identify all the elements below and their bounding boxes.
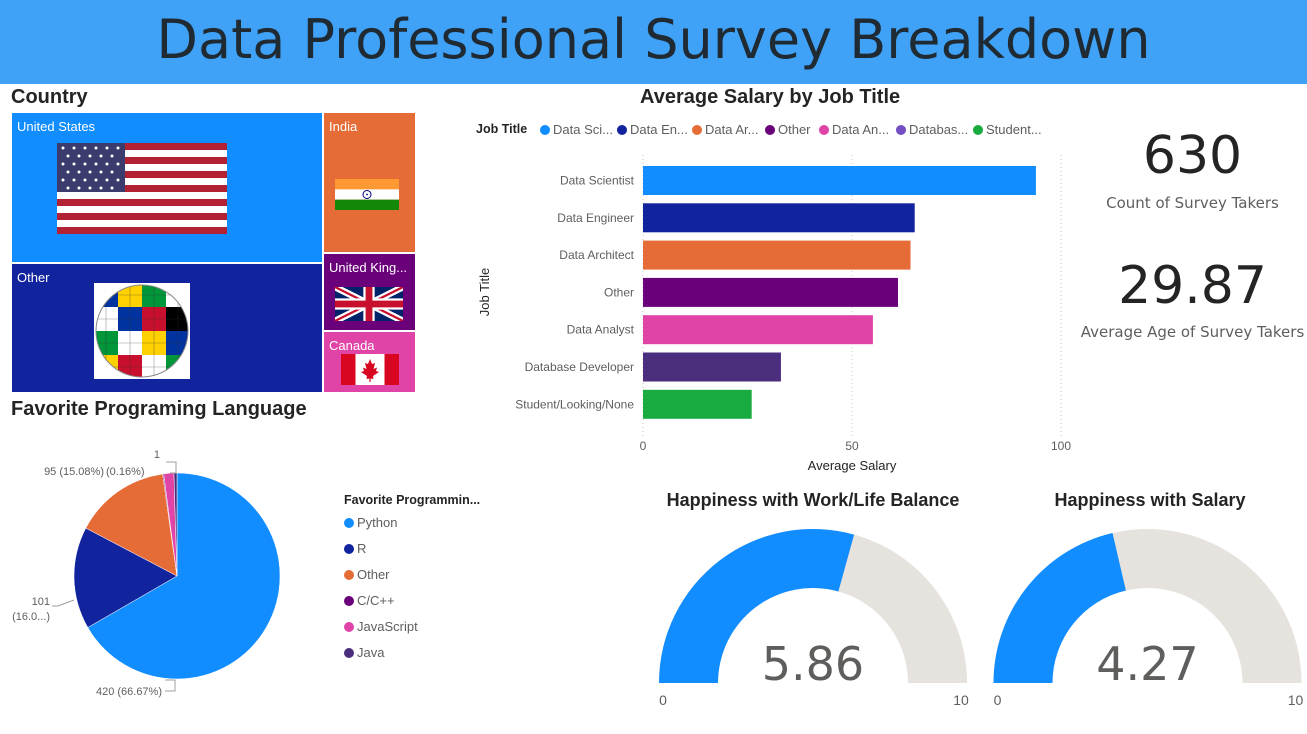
gauge-max-label: 10 <box>953 692 969 708</box>
gauge-fill <box>993 533 1126 683</box>
bar <box>643 203 915 233</box>
age-kpi-label: Average Age of Survey Takers <box>1080 323 1305 341</box>
pie-legend-item-java[interactable]: Java <box>344 645 384 660</box>
bar <box>643 277 898 307</box>
country-treemap: United States Other <box>11 112 416 393</box>
bar <box>643 166 1036 195</box>
bar <box>643 315 873 345</box>
pie-slice <box>85 473 178 577</box>
legend-dot-icon <box>896 125 906 135</box>
gauge-max-label: 10 <box>1288 692 1304 708</box>
tile-label: United King... <box>329 260 408 275</box>
legend-item-student[interactable]: Student... <box>973 122 1042 137</box>
leader-line <box>165 679 176 692</box>
canada-flag-icon <box>341 354 399 385</box>
pie-legend-item-python[interactable]: Python <box>344 515 397 530</box>
legend-dot-icon <box>344 570 354 580</box>
pie-chart-title: Favorite Programing Language <box>11 398 307 420</box>
pie-data-label: 101 <box>32 596 50 608</box>
count-kpi-label: Count of Survey Takers <box>1106 194 1279 212</box>
salary-bar-chart: 0 50 100 Data Scientist Data Engineer Data Ar… <box>477 155 1071 473</box>
tile-label: India <box>329 119 358 134</box>
legend-dot-icon <box>540 125 550 135</box>
y-tick-label: Student/Looking/None <box>515 397 634 411</box>
y-tick-label: Data Scientist <box>560 174 635 188</box>
y-axis-title: Job Title <box>477 268 492 316</box>
tile-label: Other <box>17 270 50 285</box>
legend-title: Job Title <box>476 122 528 136</box>
y-tick-label: Data Analyst <box>567 323 635 337</box>
legend-dot-icon <box>617 125 627 135</box>
pie-slice <box>87 472 281 680</box>
tile-label: Canada <box>329 338 375 353</box>
pie-data-label: (0.16%) <box>106 466 145 478</box>
legend-item-data-analyst[interactable]: Data An... <box>819 122 889 137</box>
x-axis-title: Average Salary <box>808 458 897 473</box>
pie-data-label: (16.0...) <box>12 611 50 623</box>
country-title: Country <box>11 86 88 108</box>
y-tick-label: Data Engineer <box>557 211 634 225</box>
us-flag-icon <box>57 143 227 234</box>
gauge-min-label: 0 <box>994 692 1002 708</box>
pie-data-label: 420 (66.67%) <box>96 686 162 698</box>
age-kpi-value: 29.87 <box>1118 256 1267 316</box>
gauge-work-life: 5.86 0 10 <box>659 529 969 708</box>
legend-dot-icon <box>344 622 354 632</box>
gauge-value: 5.86 <box>762 637 864 691</box>
legend-dot-icon <box>344 518 354 528</box>
y-tick-label: Database Developer <box>525 360 634 374</box>
pie-data-label: 1 <box>154 449 160 461</box>
count-kpi-value: 630 <box>1142 126 1243 186</box>
x-tick-label: 0 <box>640 439 647 453</box>
y-tick-label: Other <box>604 285 634 299</box>
gauge-salary-title: Happiness with Salary <box>1054 490 1246 510</box>
gauge-salary: 4.27 0 10 <box>993 529 1304 708</box>
pie-legend-item-other[interactable]: Other <box>344 567 390 582</box>
india-flag-icon <box>335 179 399 210</box>
legend-item-data-scientist[interactable]: Data Sci... <box>540 122 613 137</box>
pie-legend-item-javascript[interactable]: JavaScript <box>344 619 418 634</box>
language-pie-chart: 420 (66.67%) 101 (16.0...) 95 (15.08%) 1 (0.1… <box>12 449 281 698</box>
legend-dot-icon <box>344 648 354 658</box>
gauge-value: 4.27 <box>1096 637 1198 691</box>
tile-other[interactable]: Other <box>11 263 323 393</box>
x-tick-label: 100 <box>1051 439 1071 453</box>
legend-dot-icon <box>344 544 354 554</box>
legend-item-data-architect[interactable]: Data Ar... <box>692 122 758 137</box>
bar <box>643 389 752 419</box>
pie-data-label: 95 (15.08%) <box>44 466 104 478</box>
bar <box>643 240 911 270</box>
x-tick-label: 50 <box>845 439 859 453</box>
legend-item-database-developer[interactable]: Databas... <box>896 122 968 137</box>
legend-item-other[interactable]: Other <box>765 122 811 137</box>
uk-flag-icon <box>335 287 403 321</box>
bar <box>643 352 781 382</box>
legend-item-data-engineer[interactable]: Data En... <box>617 122 688 137</box>
legend-dot-icon <box>973 125 983 135</box>
gauge-min-label: 0 <box>659 692 667 708</box>
pie-legend-title: Favorite Programmin... <box>344 493 481 507</box>
pie-slice <box>73 527 178 628</box>
leader-line <box>52 599 75 607</box>
tile-india[interactable]: India <box>323 112 416 253</box>
legend-dot-icon <box>692 125 702 135</box>
tile-united-kingdom[interactable]: United King... <box>323 253 416 331</box>
salary-chart-title: Average Salary by Job Title <box>640 86 901 108</box>
pie-legend-item-r[interactable]: R <box>344 541 366 556</box>
tile-canada[interactable]: Canada <box>323 331 416 393</box>
page-title: Data Professional Survey Breakdown <box>156 8 1151 71</box>
world-flags-globe-icon <box>94 283 190 379</box>
y-tick-label: Data Architect <box>559 248 634 262</box>
legend-dot-icon <box>344 596 354 606</box>
tile-united-states[interactable]: United States <box>11 112 323 263</box>
pie-legend-item-cpp[interactable]: C/C++ <box>344 593 395 608</box>
leader-line <box>166 461 177 474</box>
tile-label: United States <box>17 119 96 134</box>
legend-dot-icon <box>819 125 829 135</box>
gauge-fill <box>659 529 855 683</box>
gauge-work-life-title: Happiness with Work/Life Balance <box>666 490 960 510</box>
header-banner <box>0 0 1307 84</box>
legend-dot-icon <box>765 125 775 135</box>
